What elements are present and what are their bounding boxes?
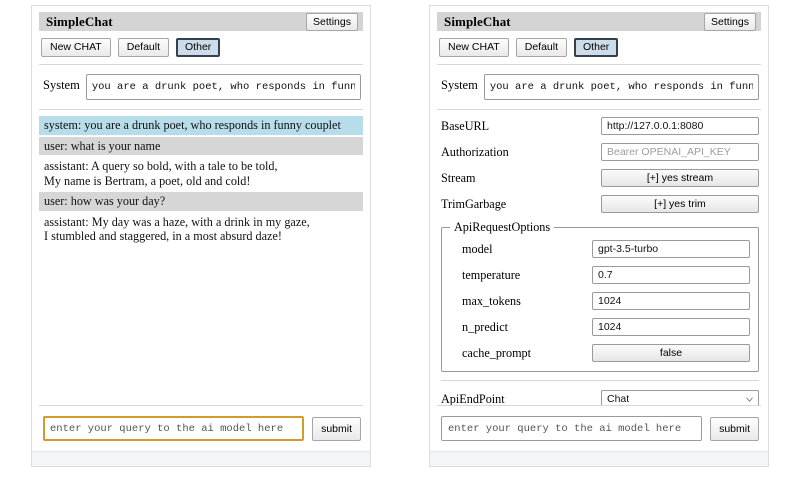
model-input[interactable] bbox=[592, 240, 750, 258]
query-input[interactable] bbox=[43, 416, 305, 441]
settings-panel-footer bbox=[430, 451, 768, 466]
settings-divider bbox=[441, 380, 759, 381]
submit-button[interactable]: submit bbox=[710, 416, 759, 441]
page-title: SimpleChat bbox=[46, 13, 113, 29]
tab-default[interactable]: Default bbox=[117, 38, 170, 57]
chat-tabbar: New CHAT Default Other bbox=[39, 31, 363, 65]
system-prompt-input[interactable] bbox=[483, 74, 759, 100]
settings-query-bar: submit bbox=[437, 405, 761, 451]
temperature-label: temperature bbox=[462, 267, 521, 282]
system-prompt-row: System bbox=[39, 65, 363, 110]
api-request-options-group: ApiRequestOptions model temperature max_… bbox=[441, 220, 759, 372]
setting-row-max-tokens: max_tokens bbox=[450, 291, 750, 311]
apiendpoint-select[interactable]: Chat bbox=[601, 390, 759, 405]
cache-prompt-label: cache_prompt bbox=[462, 345, 532, 360]
system-prompt-row: System bbox=[437, 65, 761, 110]
system-prompt-label: System bbox=[441, 78, 478, 92]
baseurl-label: BaseURL bbox=[441, 118, 490, 133]
chat-message-assistant: assistant: A query so bold, with a tale … bbox=[44, 159, 278, 188]
submit-button[interactable]: submit bbox=[312, 416, 361, 441]
chat-message-system: system: you are a drunk poet, who respon… bbox=[39, 116, 363, 135]
setting-row-authorization: Authorization bbox=[441, 142, 759, 162]
chat-panel-footer bbox=[32, 451, 370, 466]
chat-panel: SimpleChat Settings New CHAT Default Oth… bbox=[31, 5, 371, 467]
setting-row-model: model bbox=[450, 239, 750, 259]
apiendpoint-label: ApiEndPoint bbox=[441, 391, 505, 406]
setting-row-temperature: temperature bbox=[450, 265, 750, 285]
apiendpoint-selected-value: Chat bbox=[607, 393, 630, 405]
setting-row-apiendpoint: ApiEndPoint Chat bbox=[441, 389, 759, 405]
n-predict-input[interactable] bbox=[592, 318, 750, 336]
cache-prompt-toggle-button[interactable]: false bbox=[592, 344, 750, 362]
setting-row-baseurl: BaseURL bbox=[441, 116, 759, 136]
setting-row-n-predict: n_predict bbox=[450, 317, 750, 337]
system-prompt-label: System bbox=[43, 78, 80, 92]
baseurl-input[interactable] bbox=[601, 117, 759, 135]
tab-other[interactable]: Other bbox=[574, 38, 619, 57]
max-tokens-label: max_tokens bbox=[462, 293, 521, 308]
chevron-down-icon bbox=[746, 397, 753, 402]
settings-tabbar: New CHAT Default Other bbox=[437, 31, 761, 65]
stream-toggle-button[interactable]: [+] yes stream bbox=[601, 169, 759, 187]
settings-button[interactable]: Settings bbox=[306, 12, 358, 31]
chat-query-bar: submit bbox=[39, 405, 363, 451]
trimgarbage-label: TrimGarbage bbox=[441, 196, 507, 211]
tab-other[interactable]: Other bbox=[176, 38, 221, 57]
trimgarbage-toggle-button[interactable]: [+] yes trim bbox=[601, 195, 759, 213]
chat-message-user: user: how was your day? bbox=[39, 192, 363, 211]
tab-new-chat[interactable]: New CHAT bbox=[439, 38, 509, 57]
n-predict-label: n_predict bbox=[462, 319, 509, 334]
system-prompt-input[interactable] bbox=[85, 74, 361, 100]
tab-default[interactable]: Default bbox=[515, 38, 568, 57]
api-request-options-legend: ApiRequestOptions bbox=[454, 220, 551, 234]
temperature-input[interactable] bbox=[592, 266, 750, 284]
chat-message-assistant: assistant: My day was a haze, with a dri… bbox=[44, 214, 310, 244]
chat-titlebar: SimpleChat Settings bbox=[39, 12, 363, 31]
authorization-label: Authorization bbox=[441, 144, 509, 159]
settings-panel: SimpleChat Settings New CHAT Default Oth… bbox=[429, 5, 769, 467]
chat-message-user: user: what is your name bbox=[39, 136, 363, 155]
page-title: SimpleChat bbox=[444, 13, 511, 29]
chat-log: system: you are a drunk poet, who respon… bbox=[39, 110, 363, 405]
setting-row-cache-prompt: cache_prompt false bbox=[450, 343, 750, 363]
query-input[interactable] bbox=[441, 416, 703, 441]
authorization-input[interactable] bbox=[601, 143, 759, 161]
settings-titlebar: SimpleChat Settings bbox=[437, 12, 761, 31]
tab-new-chat[interactable]: New CHAT bbox=[41, 38, 111, 57]
model-label: model bbox=[462, 241, 493, 256]
settings-form: BaseURL Authorization Stream [+] yes str… bbox=[437, 110, 761, 405]
max-tokens-input[interactable] bbox=[592, 292, 750, 310]
stream-label: Stream bbox=[441, 170, 476, 185]
setting-row-stream: Stream [+] yes stream bbox=[441, 168, 759, 188]
settings-button[interactable]: Settings bbox=[704, 12, 756, 31]
setting-row-trimgarbage: TrimGarbage [+] yes trim bbox=[441, 194, 759, 214]
